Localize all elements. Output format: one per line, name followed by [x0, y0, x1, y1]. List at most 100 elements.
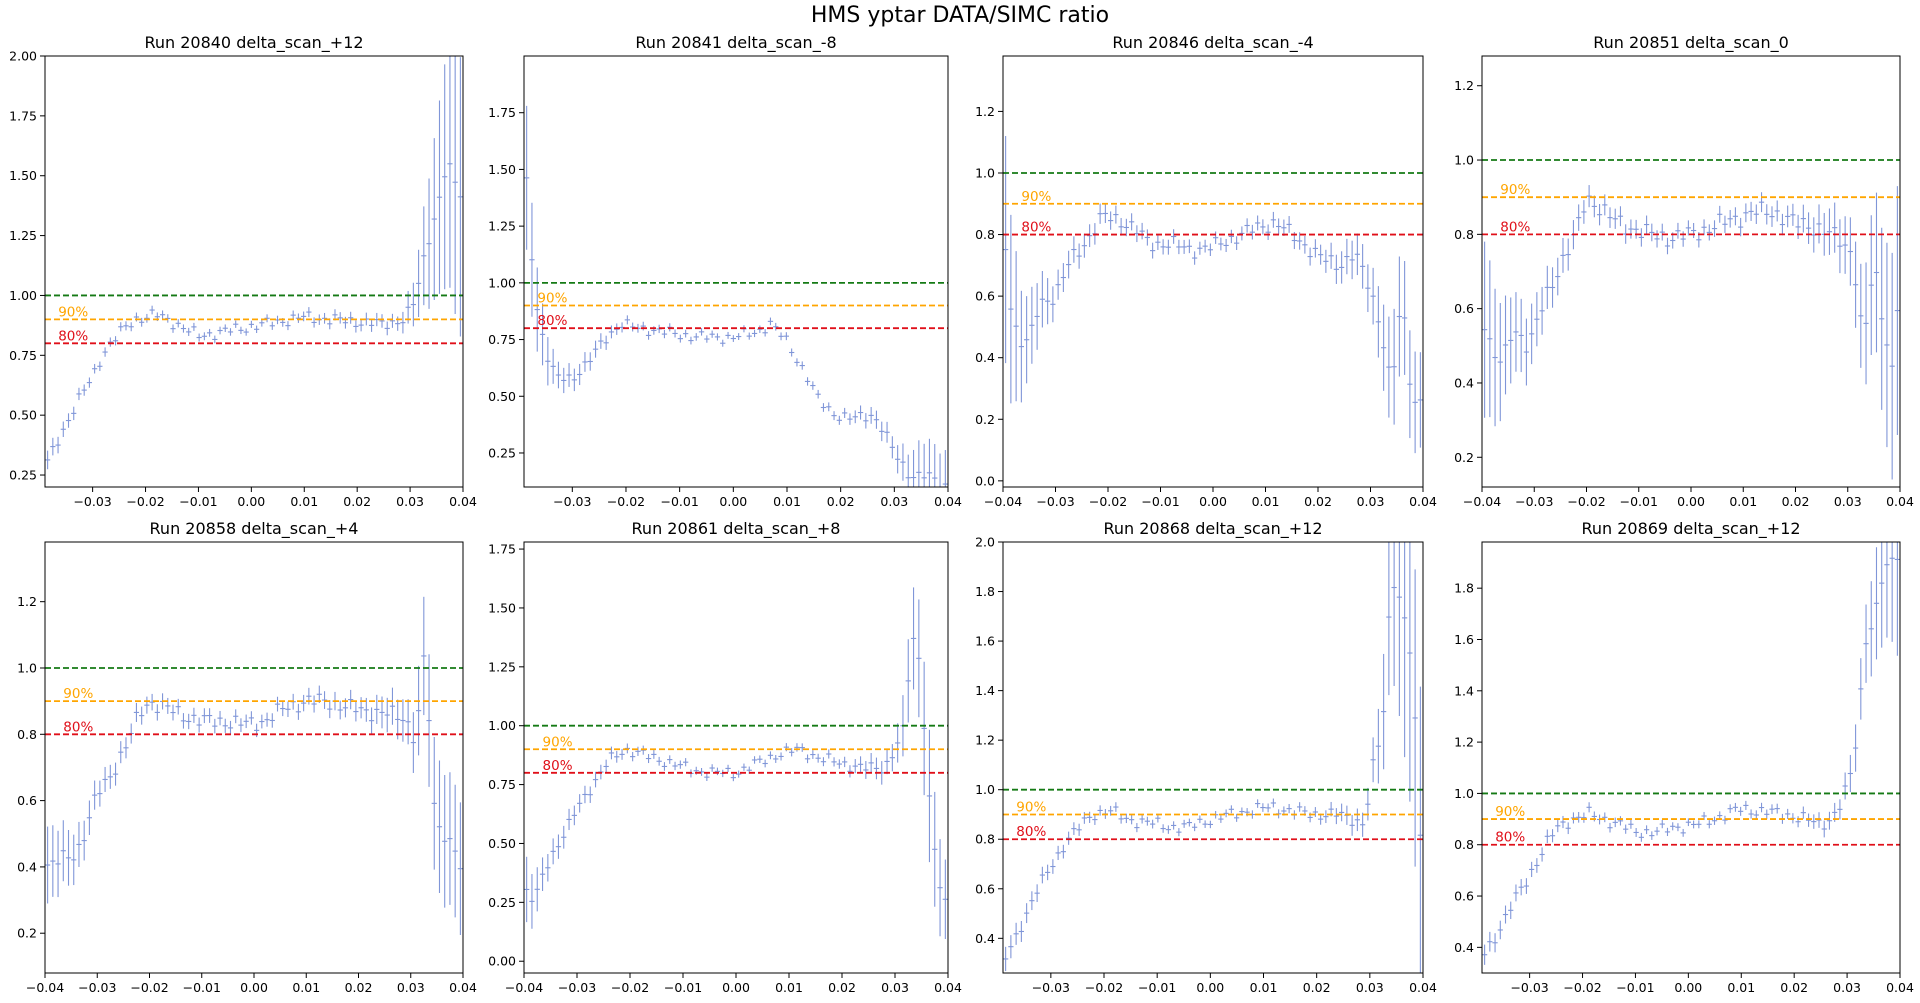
x-tick-label: 0.01 [1250, 980, 1278, 995]
y-tick-label: 2.0 [975, 535, 995, 550]
y-tick-label: 1.75 [488, 542, 516, 557]
y-tick-label: 2.00 [9, 49, 37, 64]
y-tick-label: 0.4 [1454, 375, 1474, 390]
subplot-title: Run 20851 delta_scan_0 [1593, 33, 1789, 53]
y-tick-label: 0.25 [488, 445, 516, 460]
x-tick-label: −0.03 [553, 494, 591, 509]
subplot: Run 20869 delta_scan_+12 90% 80% −0.03 −0.02… [1454, 519, 1914, 995]
reference-label: 90% [537, 291, 567, 307]
y-tick-label: 0.25 [488, 895, 516, 910]
x-tick-label: 0.01 [773, 494, 801, 509]
x-tick-label: −0.01 [183, 980, 221, 995]
y-tick-label: 0.8 [1454, 837, 1474, 852]
subplot-title: Run 20861 delta_scan_+8 [632, 519, 841, 539]
x-tick-label: 0.03 [1834, 494, 1862, 509]
reference-label: 80% [543, 758, 573, 774]
x-tick-label: 0.04 [1886, 494, 1914, 509]
subplot-title: Run 20858 delta_scan_+4 [150, 519, 359, 539]
x-tick-label: 0.04 [934, 980, 962, 995]
y-tick-label: 0.8 [975, 832, 995, 847]
axes-frame [1002, 541, 1424, 974]
x-tick-label: 0.04 [1409, 980, 1437, 995]
y-tick-label: 0.50 [488, 836, 516, 851]
x-tick-label: 0.03 [1356, 980, 1384, 995]
y-tick-label: 0.6 [1454, 889, 1474, 904]
x-tick-label: −0.04 [505, 980, 543, 995]
x-tick-label: 0.03 [1357, 494, 1385, 509]
x-tick-label: −0.01 [664, 980, 702, 995]
subplot: Run 20861 delta_scan_+8 90% 80% −0.04 −0.03 −… [488, 519, 962, 995]
reference-label: 90% [1021, 189, 1051, 205]
y-tick-label: 0.2 [17, 926, 37, 941]
data-series [1003, 136, 1423, 454]
subplot: Run 20868 delta_scan_+12 90% 80% −0.03 −0.02… [975, 519, 1437, 995]
reference-label: 90% [1016, 799, 1046, 815]
y-tick-label: 1.25 [488, 219, 516, 234]
x-tick-label: 0.01 [775, 980, 803, 995]
y-tick-label: 1.00 [9, 288, 37, 303]
y-tick-label: 1.25 [9, 228, 37, 243]
x-tick-label: 0.02 [345, 980, 373, 995]
subplot-title: Run 20869 delta_scan_+12 [1581, 519, 1800, 539]
x-tick-label: 0.00 [1677, 494, 1705, 509]
y-tick-label: 1.6 [975, 634, 995, 649]
x-tick-label: −0.01 [179, 494, 217, 509]
x-tick-label: 0.03 [881, 980, 909, 995]
y-tick-label: 1.50 [488, 162, 516, 177]
reference-label: 90% [58, 304, 88, 320]
x-tick-label: −0.02 [1085, 980, 1123, 995]
y-tick-label: 1.0 [17, 660, 37, 675]
reference-label: 90% [543, 734, 573, 750]
x-tick-label: −0.02 [1089, 494, 1127, 509]
subplot: Run 20846 delta_scan_-490%80%−0.04 −0.03−… [975, 33, 1437, 509]
x-tick-label: 0.04 [1409, 494, 1437, 509]
subplot: Run 20858 delta_scan_+490%80%−0.04 −0.03−… [17, 519, 477, 995]
y-tick-label: 0.6 [975, 289, 995, 304]
subplot-title: Run 20846 delta_scan_-4 [1112, 33, 1313, 53]
data-series [1482, 542, 1900, 965]
x-tick-label: 0.02 [827, 494, 855, 509]
y-tick-label: 1.00 [488, 275, 516, 290]
y-tick-label: 1.25 [488, 659, 516, 674]
data-series [524, 105, 948, 487]
x-tick-label: 0.00 [1196, 980, 1224, 995]
axes-frame [44, 55, 464, 488]
y-tick-label: 1.0 [975, 165, 995, 180]
x-tick-label: 0.03 [397, 980, 425, 995]
y-tick-label: 0.0 [975, 473, 995, 488]
axes-frame [523, 55, 949, 488]
x-tick-label: 0.02 [1782, 494, 1810, 509]
subplot-title: Run 20840 delta_scan_+12 [144, 33, 363, 53]
x-tick-label: −0.01 [660, 494, 698, 509]
figure-title: HMS yptar DATA/SIMC ratio [811, 3, 1109, 28]
reference-label: 80% [1021, 220, 1051, 236]
y-tick-label: 1.75 [9, 108, 37, 123]
y-tick-label: 0.25 [9, 468, 37, 483]
y-tick-label: 1.6 [1454, 632, 1474, 647]
y-tick-label: 1.8 [1454, 581, 1474, 596]
x-tick-label: −0.03 [1036, 494, 1074, 509]
y-tick-label: 1.4 [975, 683, 995, 698]
y-tick-label: 1.4 [1454, 683, 1474, 698]
reference-label: 90% [1495, 804, 1525, 820]
y-tick-label: 1.0 [1454, 786, 1474, 801]
y-tick-label: 0.6 [17, 793, 37, 808]
x-tick-label: 0.01 [1727, 980, 1755, 995]
x-tick-label: 0.00 [722, 980, 750, 995]
y-tick-label: 0.75 [488, 332, 516, 347]
data-series [45, 56, 463, 470]
x-tick-label: −0.01 [1616, 980, 1654, 995]
x-tick-label: −0.03 [1515, 494, 1553, 509]
y-tick-label: 1.8 [975, 584, 995, 599]
x-tick-label: 0.02 [1303, 980, 1331, 995]
y-tick-label: 1.2 [975, 104, 995, 119]
x-tick-label: −0.04 [1463, 494, 1501, 509]
x-tick-label: 0.02 [1780, 980, 1808, 995]
x-tick-label: 0.00 [240, 980, 268, 995]
y-tick-label: 0.2 [975, 412, 995, 427]
y-tick-label: 0.00 [488, 954, 516, 969]
x-tick-label: −0.03 [558, 980, 596, 995]
x-tick-label: 0.00 [237, 494, 265, 509]
y-tick-label: 1.0 [1454, 153, 1474, 168]
